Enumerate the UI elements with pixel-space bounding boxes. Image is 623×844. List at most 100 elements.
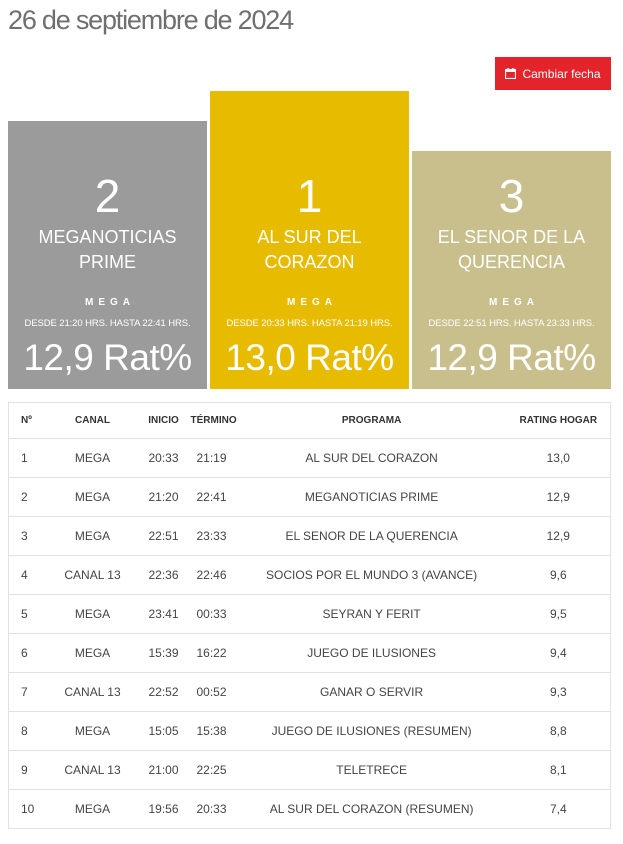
podium-program: MEGANOTICIAS PRIME <box>38 227 177 272</box>
table-row: 8 MEGA 15:05 15:38 JUEGO DE ILUSIONES (RESUM… <box>8 711 611 751</box>
podium-rank: 1 <box>296 170 323 222</box>
cell-channel: MEGA <box>46 711 139 751</box>
cell-start: 19:56 <box>148 802 179 816</box>
cell-channel: MEGA <box>46 633 139 673</box>
cell-channel: CANAL 13 <box>46 750 139 790</box>
cell-program: JUEGO DE ILUSIONES (RESUMEN) <box>236 711 507 751</box>
header-program: PROGRAMA <box>236 402 507 439</box>
change-date-label: Cambiar fecha <box>522 66 601 81</box>
cell-end: 20:33 <box>196 802 227 816</box>
podium-schedule: DESDE 20:33 HRS. HASTA 21:19 HRS. <box>226 318 393 329</box>
cell-start: 15:05 <box>138 711 189 751</box>
cell-end: 22:41 <box>188 477 237 517</box>
cell-number: 9 <box>8 750 47 790</box>
cell-rating: 12,9 <box>506 477 611 517</box>
cell-start: 20:33 <box>138 438 189 478</box>
cell-start: 15:39 <box>138 633 189 673</box>
podium-card-third[interactable]: 3 EL SENOR DE LA QUERENCIA MEGA DESDE 22… <box>412 151 611 389</box>
cell-number: 5 <box>8 594 47 634</box>
cell-end: 00:52 <box>188 672 237 712</box>
table-row: 6 MEGA 15:39 16:22 JUEGO DE ILUSIONES 9,4 <box>8 633 611 673</box>
podium-card-first[interactable]: 1 AL SUR DEL CORAZON MEGA DESDE 20:33 HR… <box>210 91 409 389</box>
podium-program: EL SENOR DE LA QUERENCIA <box>437 227 586 272</box>
table-row: 5 MEGA 23:41 00:33 SEYRAN Y FERIT 9,5 <box>8 594 611 634</box>
cell-program: SEYRAN Y FERIT <box>236 594 507 634</box>
podium-channel: MEGA <box>85 297 135 308</box>
cell-program: EL SENOR DE LA QUERENCIA <box>236 516 507 556</box>
table-row: 1 MEGA 20:33 21:19 AL SUR DEL CORAZON 13,0 <box>8 438 611 478</box>
cell-program: SOCIOS POR EL MUNDO 3 (AVANCE) <box>236 555 507 595</box>
podium-program: AL SUR DEL CORAZON <box>257 227 362 272</box>
cell-start: 22:52 <box>138 672 189 712</box>
cell-start: 22:51 <box>138 516 189 556</box>
table-header-row: Nº CANAL INICIO TÉRMINO PROGRAMA RATING … <box>8 402 611 439</box>
header-rating: RATING HOGAR <box>506 402 611 439</box>
cell-start: 21:00 <box>138 750 189 790</box>
cell-end: 21:19 <box>188 438 237 478</box>
cell-end: 22:46 <box>188 555 237 595</box>
cell-rating: 8,8 <box>506 711 611 751</box>
cell-channel: MEGA <box>46 438 139 478</box>
header-channel: CANAL <box>46 402 139 439</box>
cell-end: 15:38 <box>188 711 237 751</box>
cell-rating: 12,9 <box>506 516 611 556</box>
cell-start: 22:36 <box>138 555 189 595</box>
table-row: 7 CANAL 13 22:52 00:52 GANAR O SERVIR 9,3 <box>8 672 611 712</box>
cell-program: GANAR O SERVIR <box>236 672 507 712</box>
cell-program: AL SUR DEL CORAZON (RESUMEN) <box>269 802 474 816</box>
podium-channel: MEGA <box>287 297 337 308</box>
cell-number: 2 <box>8 477 47 517</box>
cell-program: AL SUR DEL CORAZON <box>236 438 507 478</box>
podium-rating: 12,9 Rat% <box>427 337 596 378</box>
cell-number: 6 <box>8 633 47 673</box>
cell-end: 23:33 <box>188 516 237 556</box>
cell-rating: 9,6 <box>506 555 611 595</box>
podium-schedule: DESDE 22:51 HRS. HASTA 23:33 HRS. <box>428 318 595 329</box>
cell-channel: MEGA <box>46 516 139 556</box>
calendar-icon <box>505 68 517 79</box>
podium-rating: 13,0 Rat% <box>225 337 394 378</box>
change-date-button[interactable]: Cambiar fecha <box>495 57 611 90</box>
cell-rating: 8,1 <box>506 750 611 790</box>
cell-program: JUEGO DE ILUSIONES <box>236 633 507 673</box>
cell-channel: CANAL 13 <box>46 555 139 595</box>
header-start: INICIO <box>138 402 189 439</box>
cell-channel: MEGA <box>74 802 111 816</box>
podium-rating: 12,9 Rat% <box>23 337 192 378</box>
cell-end: 00:33 <box>188 594 237 634</box>
cell-channel: CANAL 13 <box>46 672 139 712</box>
cell-end: 22:25 <box>188 750 237 790</box>
table-row: 4 CANAL 13 22:36 22:46 SOCIOS POR EL MUNDO 3… <box>8 555 611 595</box>
podium-card-second[interactable]: 2 MEGANOTICIAS PRIME MEGA DESDE 21:20 HR… <box>8 121 207 389</box>
podium-rank: 3 <box>498 170 525 222</box>
header-end: TÉRMINO <box>188 402 237 439</box>
cell-program: MEGANOTICIAS PRIME <box>236 477 507 517</box>
ratings-table: Nº CANAL INICIO TÉRMINO PROGRAMA RATING … <box>8 402 611 829</box>
cell-number: 4 <box>8 555 47 595</box>
header-number: Nº <box>8 402 47 439</box>
cell-number: 3 <box>8 516 47 556</box>
table-row: 9 CANAL 13 21:00 22:25 TELETRECE 8,1 <box>8 750 611 790</box>
podium-schedule: DESDE 21:20 HRS. HASTA 22:41 HRS. <box>24 318 191 329</box>
cell-rating: 9,4 <box>506 633 611 673</box>
cell-start: 21:20 <box>138 477 189 517</box>
table-row: 2 MEGA 21:20 22:41 MEGANOTICIAS PRIME 12,9 <box>8 477 611 517</box>
cell-channel: MEGA <box>46 477 139 517</box>
podium-rank: 2 <box>94 170 121 222</box>
table-row: 10 MEGA 19:56 20:33 AL SUR DEL CORAZON (RESU… <box>9 790 611 829</box>
cell-channel: MEGA <box>46 594 139 634</box>
cell-number: 1 <box>8 438 47 478</box>
cell-rating: 9,5 <box>506 594 611 634</box>
cell-rating: 13,0 <box>506 438 611 478</box>
cell-start: 23:41 <box>138 594 189 634</box>
cell-end: 16:22 <box>188 633 237 673</box>
cell-number: 7 <box>8 672 47 712</box>
podium-channel: MEGA <box>489 297 539 308</box>
table-row: 3 MEGA 22:51 23:33 EL SENOR DE LA QUERENCIA 1… <box>8 516 611 556</box>
page-title: 26 de septiembre de 2024 <box>8 5 294 35</box>
cell-rating: 9,3 <box>506 672 611 712</box>
cell-program: TELETRECE <box>236 750 507 790</box>
cell-rating: 7,4 <box>549 802 567 816</box>
cell-number: 10 <box>21 802 35 816</box>
cell-number: 8 <box>8 711 47 751</box>
